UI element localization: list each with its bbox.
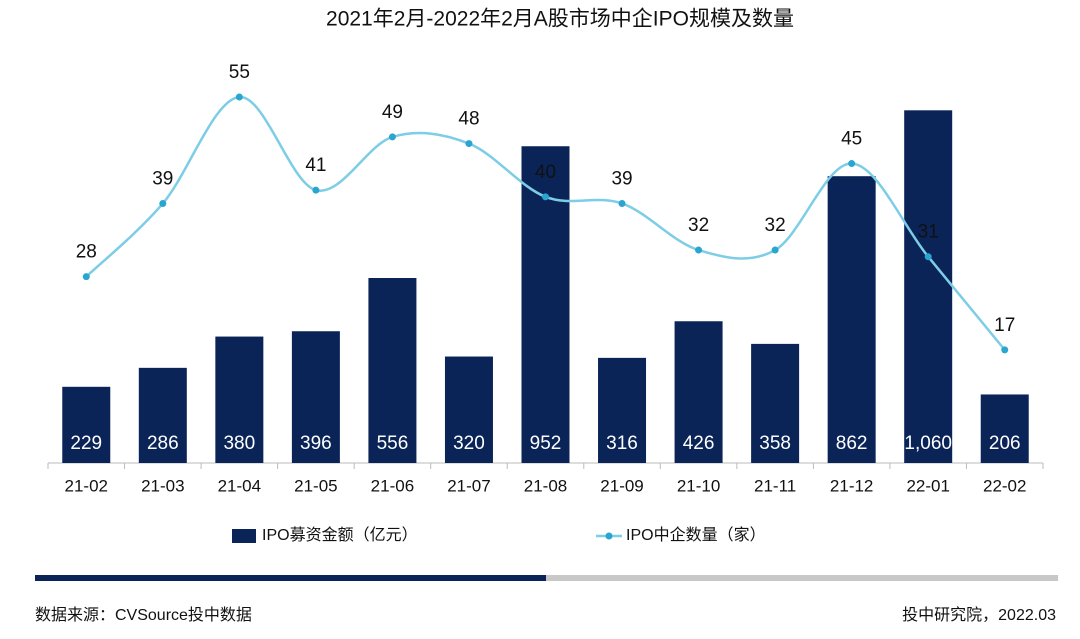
line-point xyxy=(924,253,932,261)
x-tick-label: 22-02 xyxy=(983,476,1026,495)
bar xyxy=(980,394,1029,463)
x-tick-label: 21-08 xyxy=(524,476,567,495)
x-tick-label: 21-03 xyxy=(141,476,184,495)
line-point xyxy=(159,199,167,207)
legend-label: IPO中企数量（家） xyxy=(626,526,766,544)
line-value-label: 39 xyxy=(152,168,173,189)
bar-value-label: 229 xyxy=(70,433,102,454)
line-point xyxy=(235,93,243,101)
credit: 投中研究院，2022.03 xyxy=(902,606,1056,624)
bar-value-label: 426 xyxy=(683,433,715,454)
bar xyxy=(215,336,264,463)
divider-light xyxy=(546,575,1058,581)
bar-value-label: 556 xyxy=(377,433,409,454)
x-tick-label: 21-02 xyxy=(65,476,108,495)
bar-value-label: 286 xyxy=(147,433,179,454)
chart-title: 2021年2月-2022年2月A股市场中企IPO规模及数量 xyxy=(326,8,794,31)
bar-value-label: 396 xyxy=(300,433,332,454)
bar-value-label: 952 xyxy=(530,433,562,454)
line-point xyxy=(465,140,473,148)
x-tick-label: 21-09 xyxy=(600,476,643,495)
bar-value-label: 862 xyxy=(836,433,868,454)
line-point xyxy=(848,160,856,168)
legend-swatch-dot xyxy=(605,532,613,540)
line-point xyxy=(542,193,549,201)
line-value-label: 49 xyxy=(382,102,403,123)
bar xyxy=(444,356,493,463)
line-value-label: 40 xyxy=(535,162,556,183)
bar xyxy=(598,357,647,463)
x-tick-label: 21-06 xyxy=(371,476,414,495)
bar-value-label: 316 xyxy=(606,433,638,454)
bar xyxy=(674,321,723,463)
divider-dark xyxy=(35,575,546,581)
x-tick-label: 21-10 xyxy=(677,476,720,495)
line-value-label: 39 xyxy=(611,168,632,189)
bar xyxy=(138,367,187,463)
bar xyxy=(827,176,876,463)
x-tick-label: 21-07 xyxy=(447,476,490,495)
line-point xyxy=(771,246,779,254)
line-value-label: 32 xyxy=(688,215,709,236)
bar-value-label: 358 xyxy=(759,433,791,454)
x-tick-label: 21-05 xyxy=(294,476,337,495)
bar-value-label: 1,060 xyxy=(904,433,952,454)
line-value-label: 32 xyxy=(765,215,786,236)
line-value-label: 48 xyxy=(458,109,479,130)
line-point xyxy=(388,133,396,141)
x-tick-label: 22-01 xyxy=(906,476,949,495)
x-tick-label: 21-12 xyxy=(830,476,873,495)
x-tick-label: 21-04 xyxy=(218,476,261,495)
line-point xyxy=(312,186,320,194)
line-point xyxy=(1001,346,1009,354)
bar xyxy=(751,343,800,463)
line-value-label: 55 xyxy=(229,62,250,83)
line-point xyxy=(618,199,626,207)
bar-value-label: 320 xyxy=(453,433,485,454)
legend-swatch xyxy=(232,529,256,543)
bar-value-label: 380 xyxy=(223,433,255,454)
line-point xyxy=(695,246,703,254)
x-tick-label: 21-11 xyxy=(754,476,796,495)
legend-label: IPO募资金额（亿元） xyxy=(262,526,418,544)
bar xyxy=(62,386,111,463)
bar xyxy=(291,331,340,463)
line-value-label: 45 xyxy=(841,129,862,150)
source: 数据来源：CVSource投中数据 xyxy=(35,606,252,624)
bar xyxy=(904,110,953,464)
line-value-label: 28 xyxy=(76,242,97,263)
line-point xyxy=(82,273,90,281)
bar-value-label: 206 xyxy=(989,433,1021,454)
line-value-label: 41 xyxy=(305,155,326,176)
line-value-label: 31 xyxy=(918,222,939,243)
bar xyxy=(368,278,417,463)
line-value-label: 17 xyxy=(994,315,1015,336)
